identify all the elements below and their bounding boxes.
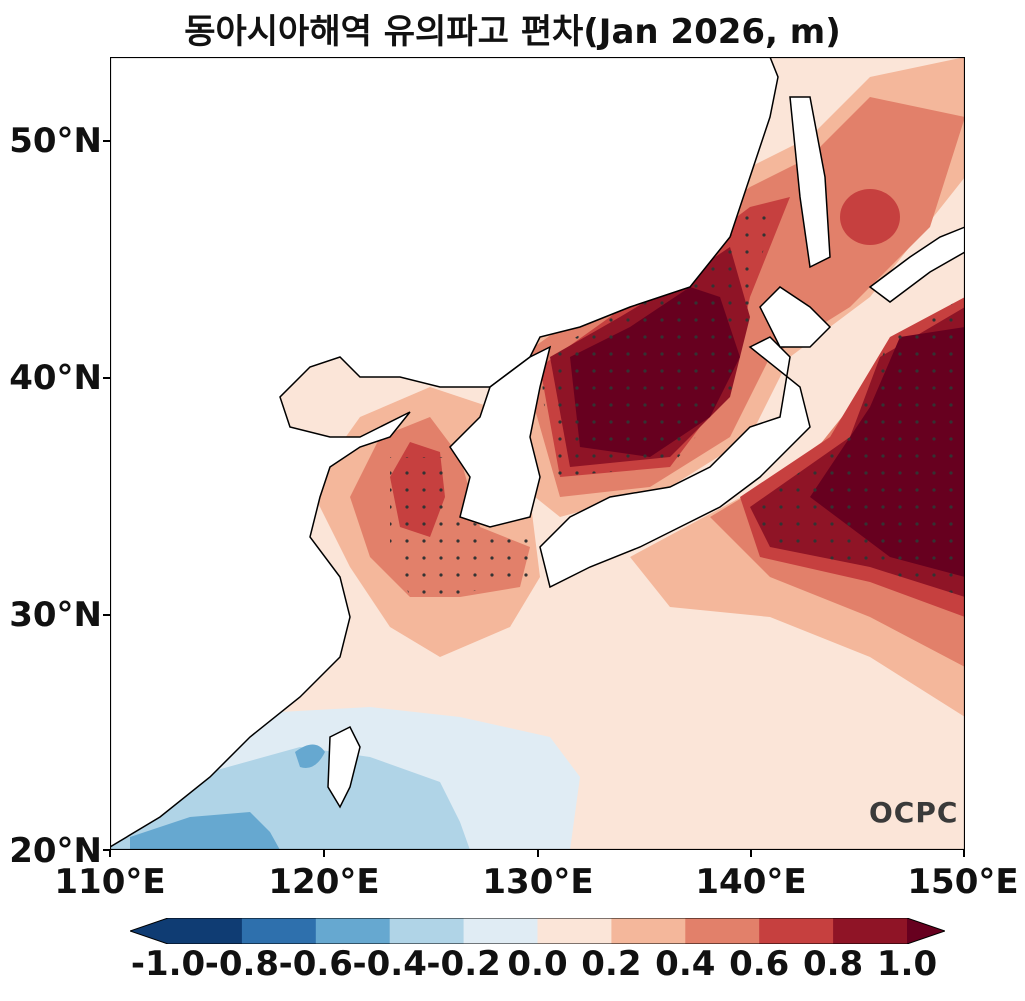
colorbar-tick-label: -0.8: [204, 944, 280, 984]
lat-tick-mark: [103, 140, 110, 142]
colorbar-tick-label: -0.4: [352, 944, 427, 984]
wave-height-anomaly-map: [110, 57, 965, 850]
colorbar-tick-label: 0.6: [729, 944, 790, 984]
lon-tick-mark: [109, 850, 111, 857]
land-taiwan: [327, 725, 361, 809]
colorbar-tick-label: 0.8: [802, 944, 864, 984]
lat-tick-label: 20°N: [9, 831, 102, 871]
lat-tick-label: 50°N: [9, 121, 102, 161]
colorbar-bin: [685, 918, 760, 944]
colorbar-bin: [463, 918, 538, 944]
colorbar-bin: [168, 918, 243, 944]
land-asia-mainland: [110, 57, 779, 848]
land-sakhalin: [789, 96, 831, 269]
colorbar-tick-label: 1.0: [876, 944, 938, 984]
map-title: 동아시아해역 유의파고 편차(Jan 2026, m): [184, 12, 841, 52]
colorbar-bin: [759, 918, 834, 944]
lon-tick-mark: [323, 850, 325, 857]
significance-stipple-yellowsea: [390, 457, 530, 597]
lat-tick-label: 30°N: [9, 595, 102, 635]
colorbar-bin: [537, 918, 612, 944]
lon-tick-label: 120°E: [268, 862, 380, 902]
land-kuril-east: [868, 226, 965, 303]
significance-stipple-east: [750, 297, 965, 597]
colorbar: [130, 918, 945, 944]
colorbar-tick-label: 0.4: [655, 944, 716, 984]
negative-anomaly-strong: [130, 812, 280, 850]
lon-tick-label: 150°E: [907, 862, 1019, 902]
ocpc-logo: OCPC: [869, 796, 959, 829]
lon-tick-mark: [750, 850, 752, 857]
lat-tick-label: 40°N: [9, 358, 102, 398]
lat-tick-mark: [103, 377, 110, 379]
land-hokkaido: [759, 286, 832, 348]
colorbar-bin: [315, 918, 391, 944]
colorbar-tick-label: -1.0: [130, 944, 206, 984]
land-korea: [449, 345, 552, 528]
lon-tick-label: 140°E: [695, 862, 807, 902]
lon-tick-mark: [963, 850, 965, 857]
colorbar-tick-label: -0.2: [426, 944, 501, 984]
positive-anomaly-okhotsk: [840, 189, 900, 245]
colorbar-bin: [241, 918, 317, 944]
lon-tick-label: 110°E: [54, 862, 166, 902]
lon-tick-label: 130°E: [482, 862, 594, 902]
colorbar-extend-low: [130, 918, 168, 944]
negative-anomaly-spot: [295, 744, 325, 768]
colorbar-bin: [611, 918, 686, 944]
map-border: [110, 57, 965, 850]
significance-stipple-eastsea: [540, 207, 770, 477]
colorbar-bin: [833, 918, 908, 944]
colorbar-tick-label: -0.6: [278, 944, 353, 984]
colorbar-tick-label: 0.2: [581, 944, 642, 984]
lat-tick-mark: [103, 849, 110, 851]
colorbar-bin: [389, 918, 465, 944]
colorbar-extend-high: [907, 918, 945, 944]
colorbar-tick-label: 0.0: [507, 944, 568, 984]
lon-tick-mark: [537, 850, 539, 857]
land-japan: [539, 336, 811, 589]
lat-tick-mark: [103, 614, 110, 616]
